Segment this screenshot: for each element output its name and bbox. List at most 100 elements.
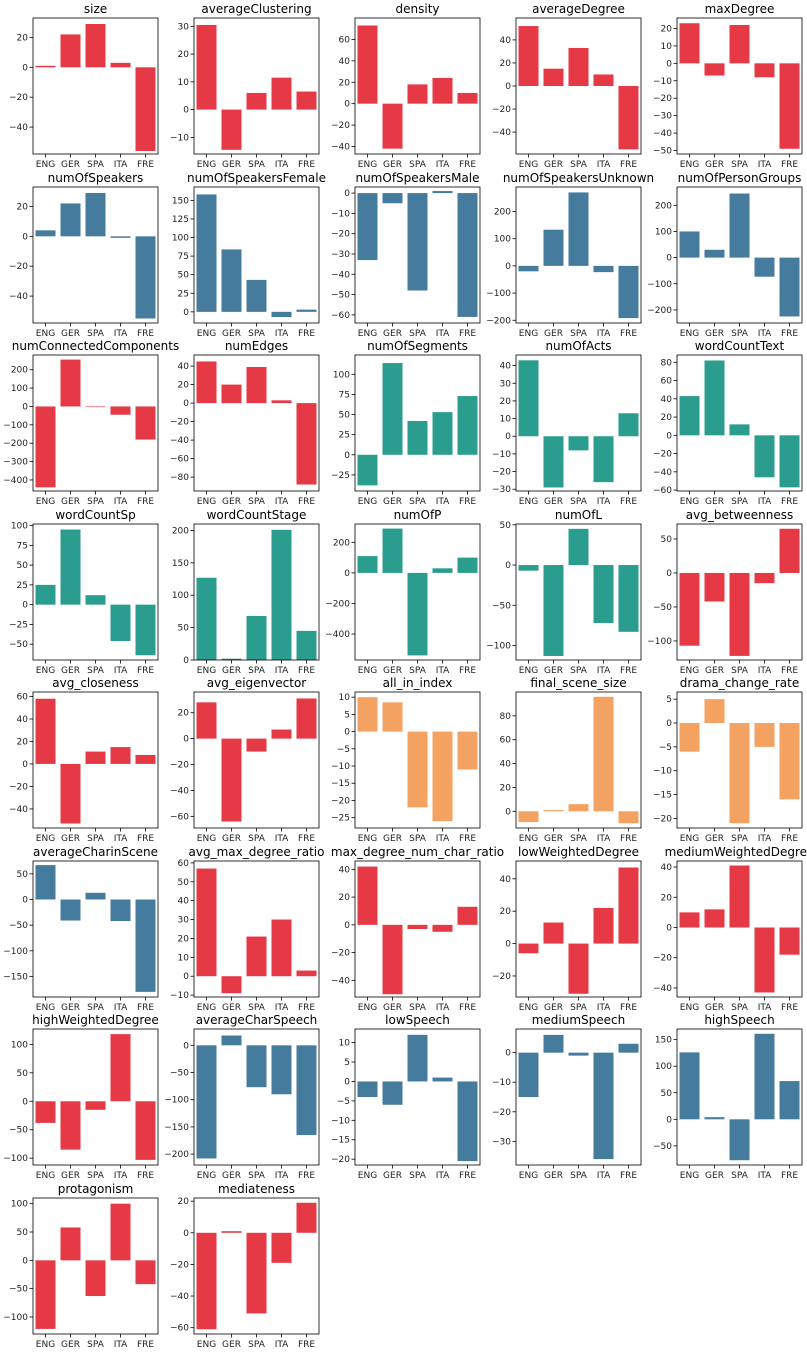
x-tick-label: ENG [358,497,377,507]
bar-spa [246,92,267,110]
y-tick-label: 0 [22,232,28,242]
y-tick-label: 20 [178,50,190,60]
x-tick-label: GER [705,1003,724,1013]
bar-fre [135,235,156,319]
x-tick-label: SPA [409,160,427,170]
chart-panel-29: mediumWeightedDegree −40 −20 0 20 40 ENG GER SPA… [653,845,807,1013]
y-tick-label: 0 [183,972,189,982]
bar-eng [518,26,539,87]
bar-eng [679,396,700,436]
chart-panel-26: avg_max_degree_ratio −10 0 10 20 30 40 50 60 ENG G… [170,845,324,1013]
bar-spa [85,1259,106,1296]
x-tick-label: ENG [197,1003,216,1013]
bar-eng [35,1101,56,1123]
x-tick-label: FRE [298,1340,315,1350]
y-tick-label: −10 [653,767,672,777]
x-tick-label: ENG [36,329,55,339]
y-tick-label: 0 [22,63,28,73]
chart-title: mediateness [218,1182,295,1196]
chart-panel-8: numOfSpeakersUnknown −200 −100 0 100 200 ENG GE… [486,171,654,339]
bar-spa [407,84,428,104]
chart-panel-19: avg_betweenness −100 −50 0 50 ENG GER SPA ITA FRE [647,508,803,676]
y-tick-label: 50 [661,1089,673,1099]
y-tick-label: −300 [3,458,28,468]
x-tick-label: GER [705,834,724,844]
chart-title: mediumSpeech [532,1013,626,1027]
x-tick-label: ENG [680,160,699,170]
bar-ger [221,1230,242,1233]
y-tick-label: −100 [164,1096,189,1106]
y-tick-label: −40 [170,1292,189,1302]
x-tick-label: ITA [114,497,128,507]
y-tick-label: 0 [22,600,28,610]
x-tick-label: FRE [781,1171,798,1181]
chart-panel-15: wordCountSp −50 −25 0 25 50 75 100 ENG GER SPA ITA F… [9,508,159,676]
bar-fre [457,92,478,104]
y-tick-label: 25 [17,580,28,590]
chart-title: max_degree_num_char_ratio [331,845,504,859]
bar-ita [110,898,131,921]
bar-eng [518,564,539,571]
chart-panel-17: numOfP −400 −200 0 200 ENG GER SPA ITA FRE [325,508,481,676]
y-tick-label: −20 [9,93,28,103]
y-tick-label: 75 [178,252,189,262]
y-tick-label: −100 [3,1154,28,1164]
x-tick-label: ITA [597,1003,611,1013]
chart-panel-32: lowSpeech −20 −15 −10 −5 0 5 10 ENG GER SPA ITA FRE [331,1013,481,1181]
x-tick-label: ITA [758,834,772,844]
bar-ger [543,810,564,812]
y-tick-label: 100 [655,227,672,237]
y-tick-label: −10 [331,762,350,772]
y-tick-label: 40 [339,57,351,67]
y-tick-label: −10 [492,450,511,460]
bar-ger [543,229,564,266]
chart-panel-27: max_degree_num_char_ratio −40 −20 0 20 40 ENG G… [331,845,504,1013]
bar-spa [729,865,750,927]
y-tick-label: 50 [178,270,190,280]
bar-ita [110,747,131,764]
y-tick-label: 0 [666,568,672,578]
bar-fre [779,723,800,800]
bar-eng [518,811,539,823]
bar-fre [135,1101,156,1160]
y-tick-label: 0 [344,189,350,199]
chart-panel-9: numOfPersonGroups −200 −100 0 100 200 ENG GER SP… [647,171,803,339]
y-tick-label: 40 [661,395,673,405]
x-tick-label: ITA [436,160,450,170]
bar-fre [457,906,478,925]
y-tick-label: 20 [339,78,351,88]
y-tick-label: 20 [17,33,29,43]
chart-panel-13: numOfActs −30 −20 −10 0 10 20 30 40 ENG GER SPA ITA F… [492,339,642,507]
x-tick-label: FRE [459,1003,476,1013]
y-tick-label: −20 [653,450,672,460]
x-tick-label: GER [61,329,80,339]
bar-spa [246,1232,267,1313]
bar-ger [704,249,725,258]
y-tick-label: −40 [9,292,28,302]
bar-fre [618,866,639,944]
x-tick-label: ENG [36,1003,55,1013]
y-tick-label: 5 [344,710,350,720]
chart-title: numOfSegments [367,339,468,353]
bar-fre [135,406,156,440]
y-tick-label: −80 [170,473,189,483]
x-tick-label: GER [61,497,80,507]
chart-title: averageCharSpeech [196,1013,318,1027]
x-tick-label: ENG [36,666,55,676]
x-tick-label: SPA [570,160,588,170]
bar-ita [110,604,131,641]
y-tick-label: 150 [172,558,189,568]
x-tick-label: ITA [114,1003,128,1013]
y-tick-label: 0 [22,1097,28,1107]
bar-ger [60,1101,81,1150]
y-tick-label: −30 [492,485,511,495]
bar-spa [246,615,267,660]
y-tick-label: 20 [661,24,673,34]
y-tick-label: −100 [647,279,672,289]
x-tick-label: SPA [87,1340,105,1350]
y-tick-label: −400 [3,476,28,486]
y-tick-label: 40 [17,715,29,725]
chart-panel-10: numConnectedComponents −400 −300 −200 −100 0 1… [3,339,179,507]
y-tick-label: −40 [9,805,28,815]
bar-ger [60,34,81,68]
